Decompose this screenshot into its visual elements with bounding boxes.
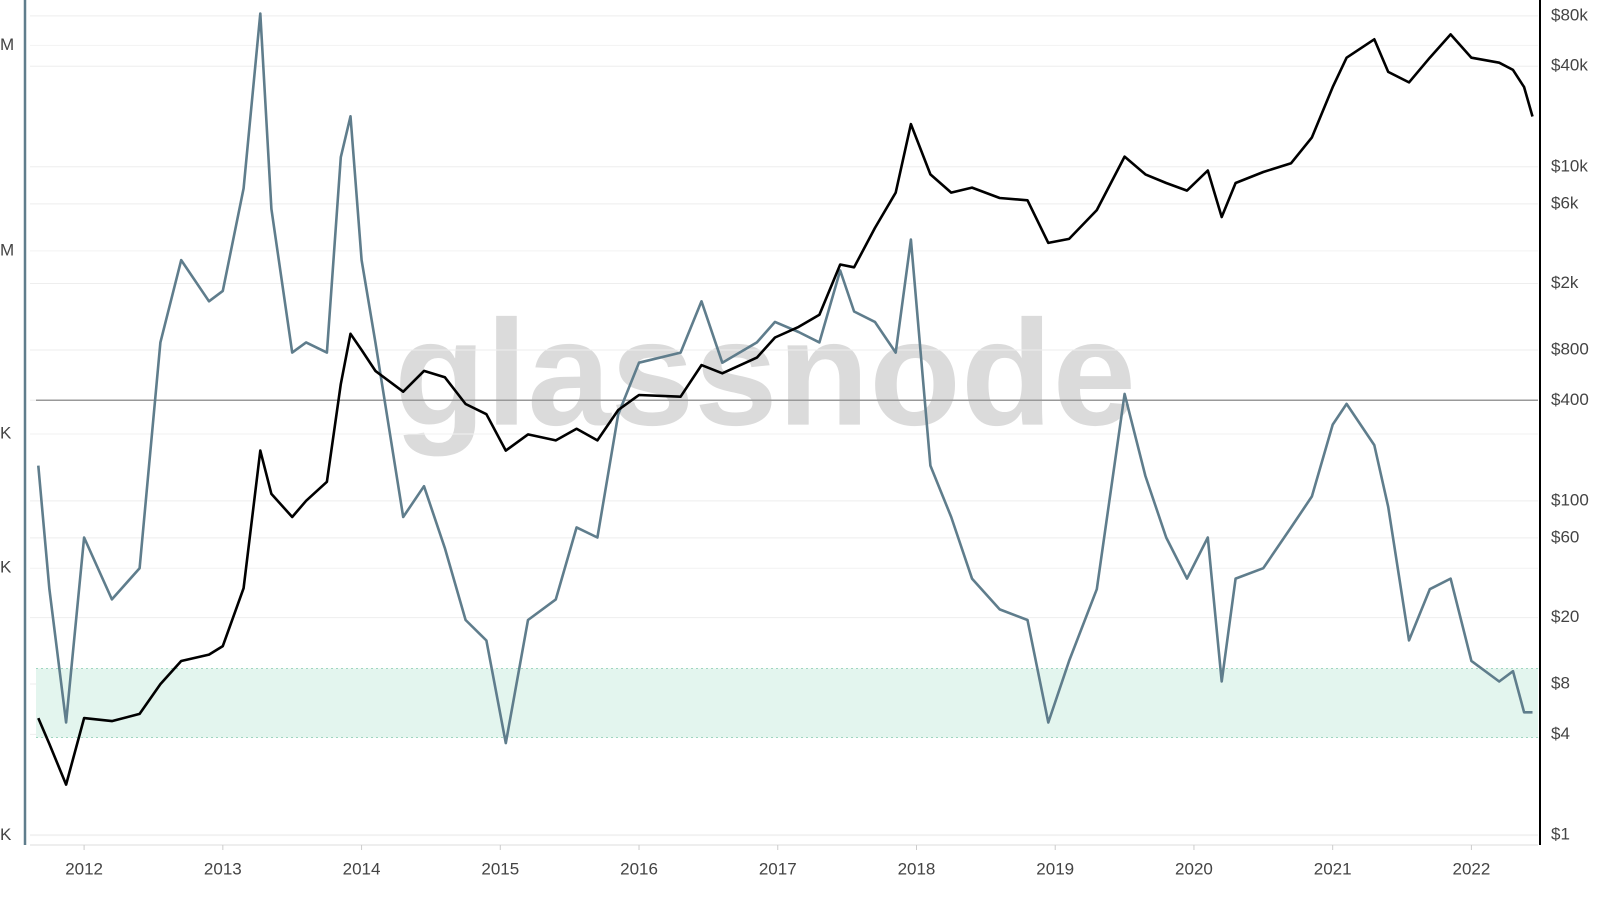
x-tick-label: 2019 bbox=[1036, 859, 1074, 878]
x-tick-label: 2017 bbox=[759, 859, 797, 878]
y2-tick-label: $20 bbox=[1551, 607, 1579, 626]
y-tick-label: K bbox=[0, 423, 12, 442]
y-tick-label: M bbox=[0, 35, 14, 54]
y2-tick-label: $60 bbox=[1551, 527, 1579, 546]
series-line bbox=[37, 33, 1534, 786]
y2-tick-label: $8 bbox=[1551, 674, 1570, 693]
x-tick-label: 2014 bbox=[343, 859, 381, 878]
x-tick-label: 2018 bbox=[898, 859, 936, 878]
y2-tick-label: $800 bbox=[1551, 339, 1589, 358]
x-tick-label: 2015 bbox=[481, 859, 519, 878]
x-tick-label: 2021 bbox=[1314, 859, 1352, 878]
y2-tick-label: $10k bbox=[1551, 156, 1588, 175]
band bbox=[36, 668, 1538, 738]
x-tick-label: 2013 bbox=[204, 859, 242, 878]
y2-tick-label: $2k bbox=[1551, 273, 1579, 292]
y2-tick-label: $400 bbox=[1551, 390, 1589, 409]
y2-tick-label: $6k bbox=[1551, 193, 1579, 212]
y2-tick-label: $1 bbox=[1551, 824, 1570, 843]
watermark: glassnode bbox=[394, 289, 1136, 457]
y2-tick-label: $40k bbox=[1551, 56, 1588, 75]
x-tick-label: 2020 bbox=[1175, 859, 1213, 878]
y-tick-label: K bbox=[0, 825, 12, 844]
x-tick-label: 2022 bbox=[1452, 859, 1490, 878]
y2-tick-label: $80k bbox=[1551, 5, 1588, 24]
x-tick-label: 2016 bbox=[620, 859, 658, 878]
series-line bbox=[37, 12, 1533, 745]
y-tick-label: K bbox=[0, 558, 12, 577]
y2-tick-label: $4 bbox=[1551, 724, 1570, 743]
y2-tick-label: $100 bbox=[1551, 490, 1589, 509]
x-tick-label: 2012 bbox=[65, 859, 103, 878]
y-tick-label: M bbox=[0, 240, 14, 259]
